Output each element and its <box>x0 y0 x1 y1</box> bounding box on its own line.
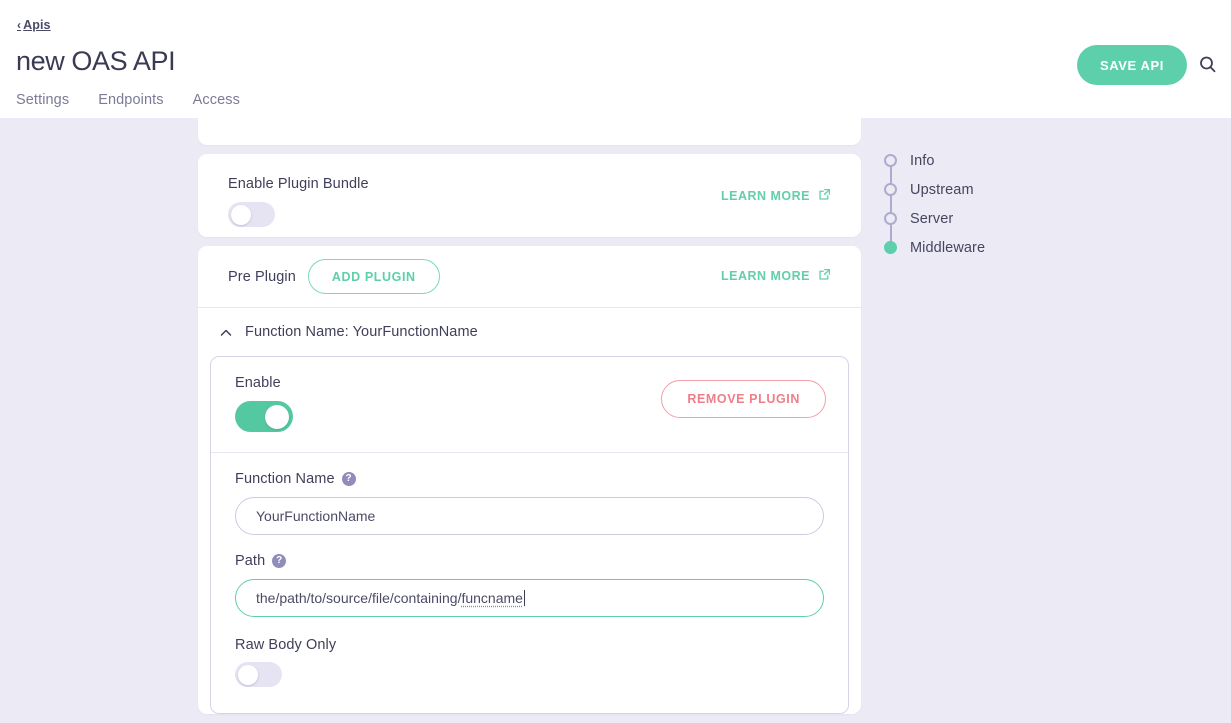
enable-plugin-bundle-card: Enable Plugin Bundle LEARN MORE <box>198 154 861 237</box>
page-header: ‹ Apis new OAS API Settings Endpoints Ac… <box>0 0 1231 118</box>
stepper-item-info[interactable]: Info <box>884 146 985 175</box>
plugin-accordion-title: Function Name: YourFunctionName <box>245 324 478 340</box>
stepper-dot <box>884 154 897 167</box>
stepper-label: Info <box>910 153 935 169</box>
raw-body-only-label: Raw Body Only <box>235 637 824 653</box>
stepper-label: Server <box>910 211 953 227</box>
learn-more-label: LEARN MORE <box>721 189 810 203</box>
help-icon[interactable]: ? <box>342 472 356 486</box>
plugin-detail-card: Enable REMOVE PLUGIN Function Name ? Pat… <box>210 356 849 714</box>
toggle-knob <box>231 205 251 225</box>
enable-plugin-bundle-toggle[interactable] <box>228 202 275 227</box>
add-plugin-button[interactable]: ADD PLUGIN <box>308 259 440 294</box>
remove-plugin-button[interactable]: REMOVE PLUGIN <box>661 380 826 418</box>
path-label-row: Path ? <box>235 553 824 569</box>
plugin-enable-row: Enable REMOVE PLUGIN <box>211 357 848 453</box>
learn-more-label: LEARN MORE <box>721 269 810 283</box>
chevron-left-icon: ‹ <box>17 19 21 31</box>
external-link-icon <box>818 268 831 284</box>
tab-bar: Settings Endpoints Access <box>16 92 240 108</box>
back-to-apis-link[interactable]: ‹ Apis <box>17 18 51 32</box>
plugin-accordion-header[interactable]: Function Name: YourFunctionName <box>198 308 861 356</box>
help-icon[interactable]: ? <box>272 554 286 568</box>
tab-access[interactable]: Access <box>193 92 240 108</box>
back-link-label: Apis <box>23 18 51 32</box>
raw-body-only-block: Raw Body Only <box>211 617 848 713</box>
path-input-wrap: the/path/to/source/file/containing/funcn… <box>235 579 824 617</box>
path-field-block: Path ? the/path/to/source/file/containin… <box>211 535 848 617</box>
path-label: Path <box>235 553 265 569</box>
stepper-dot-active <box>884 241 897 254</box>
pre-plugin-header: Pre Plugin ADD PLUGIN LEARN MORE <box>198 246 861 308</box>
pre-plugin-label: Pre Plugin <box>228 269 296 285</box>
stepper-label: Middleware <box>910 240 985 256</box>
stepper-item-middleware[interactable]: Middleware <box>884 233 985 262</box>
raw-body-only-toggle[interactable] <box>235 662 282 687</box>
tab-settings[interactable]: Settings <box>16 92 69 108</box>
page-title: new OAS API <box>16 46 175 77</box>
toggle-knob <box>265 405 289 429</box>
tab-endpoints[interactable]: Endpoints <box>98 92 163 108</box>
stepper-dot <box>884 212 897 225</box>
function-name-label-row: Function Name ? <box>235 471 824 487</box>
search-icon[interactable] <box>1197 54 1219 76</box>
pre-plugin-card: Pre Plugin ADD PLUGIN LEARN MORE <box>198 246 861 714</box>
stepper-dot <box>884 183 897 196</box>
middleware-stepper: Info Upstream Server Middleware <box>884 146 985 262</box>
save-api-button[interactable]: SAVE API <box>1077 45 1187 85</box>
function-name-field-block: Function Name ? <box>211 453 848 535</box>
toggle-knob <box>238 665 258 685</box>
learn-more-pre-plugin-link[interactable]: LEARN MORE <box>721 268 831 284</box>
function-name-label: Function Name <box>235 471 335 487</box>
stepper-item-server[interactable]: Server <box>884 204 985 233</box>
function-name-input[interactable] <box>235 497 824 535</box>
learn-more-bundle-link[interactable]: LEARN MORE <box>721 188 831 204</box>
external-link-icon <box>818 188 831 204</box>
path-input[interactable] <box>235 579 824 617</box>
stepper-item-upstream[interactable]: Upstream <box>884 175 985 204</box>
plugin-enable-toggle[interactable] <box>235 401 293 432</box>
chevron-up-icon <box>220 326 232 338</box>
stepper-label: Upstream <box>910 182 974 198</box>
